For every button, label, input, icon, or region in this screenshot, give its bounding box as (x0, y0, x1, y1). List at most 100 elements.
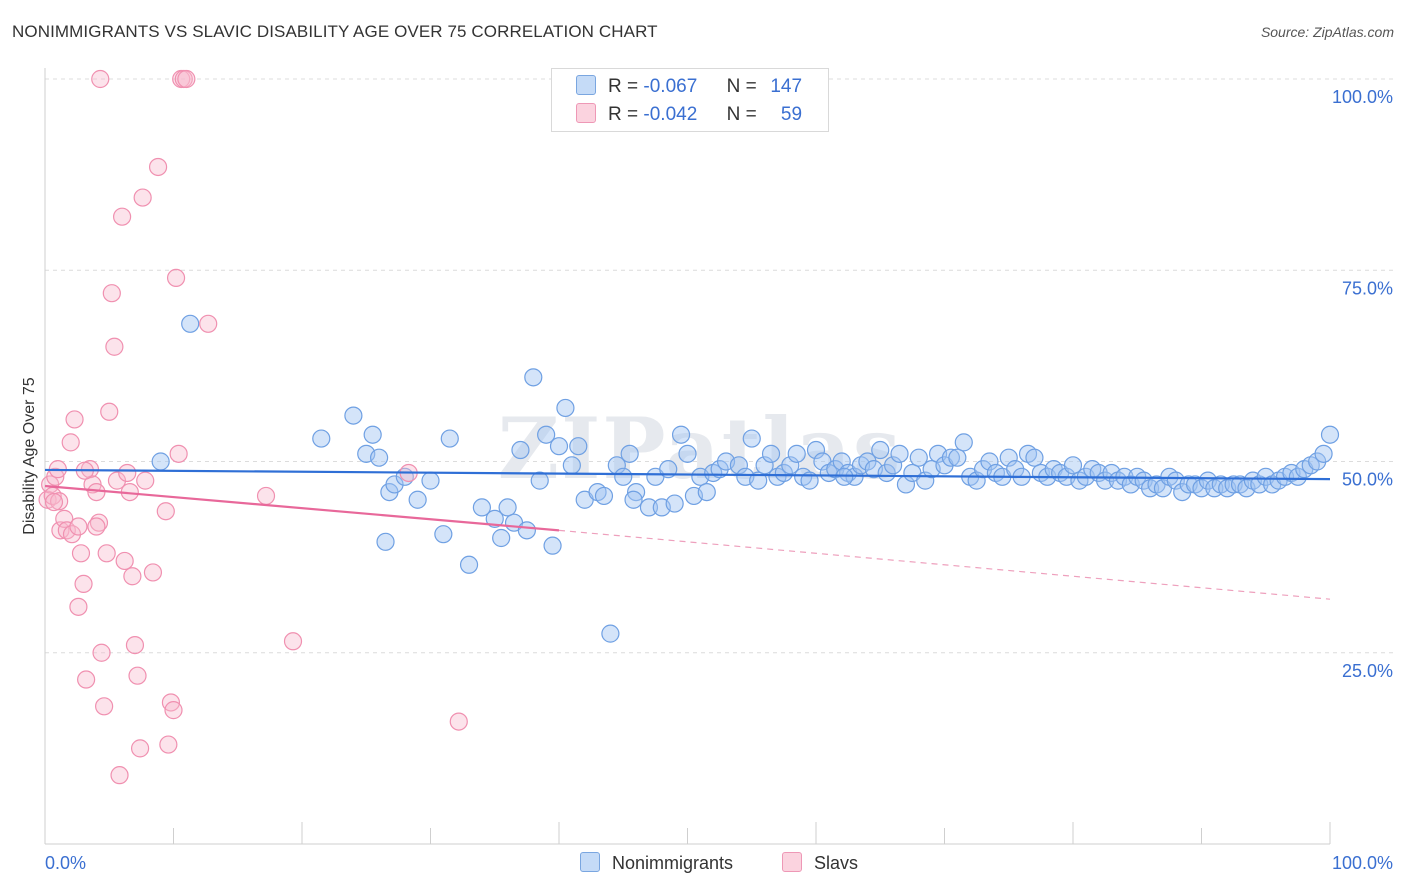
nonimmigrants-point (492, 528, 511, 548)
slavs-point (143, 563, 163, 582)
slavs-point (87, 483, 106, 502)
y-axis-label: Disability Age Over 75 (21, 377, 38, 535)
n-label: N = (726, 104, 757, 125)
r-label: R = (608, 76, 639, 97)
series-nonimmigrants (151, 314, 1340, 643)
slavs-point (449, 712, 468, 731)
nonimmigrants-point (408, 490, 427, 509)
nonimmigrants-point (835, 467, 854, 486)
nonimmigrants-point (524, 368, 543, 387)
slavs-point (115, 551, 134, 571)
slavs-point (112, 207, 132, 226)
nonimmigrants-point (749, 471, 768, 490)
y-tick-label: 50.0% (1342, 470, 1393, 490)
nonimmigrants-point (909, 448, 928, 467)
slavs-point (130, 739, 150, 758)
legend-row-nonimmigrants: R = -0.067 N = 147 (576, 75, 802, 97)
nonimmigrants-point (671, 425, 691, 444)
bottom-legend-label: Nonimmigrants (612, 853, 734, 873)
nonimmigrants-point (665, 494, 684, 513)
slavs-point (164, 701, 183, 720)
nonimmigrants-point (543, 536, 562, 555)
x-tick-label: 0.0% (45, 853, 86, 873)
nonimmigrants-point (871, 440, 890, 460)
slavs-point (71, 544, 91, 563)
nonimmigrants-point (755, 456, 774, 475)
chart-title: NONIMMIGRANTS VS SLAVIC DISABILITY AGE O… (12, 22, 658, 41)
nonimmigrants-point (883, 456, 903, 475)
nonimmigrants-point (948, 448, 967, 467)
slavs-point (118, 463, 137, 483)
nonimmigrants-point (980, 452, 999, 471)
nonimmigrants-point (624, 490, 643, 509)
nonimmigrants-point (1314, 444, 1333, 463)
r-value: -0.042 (643, 104, 698, 125)
slavs-trend-line (44, 484, 560, 532)
nonimmigrants-point (556, 398, 575, 418)
slavs-point (44, 492, 64, 512)
slavs-point (105, 337, 124, 356)
slavs-point (91, 69, 110, 89)
nonimmigrants-point (181, 314, 200, 333)
bottom-legend-label: Slavs (814, 853, 859, 873)
slavs-point (102, 284, 121, 303)
nonimmigrants-point (485, 509, 504, 528)
nonimmigrants-point (601, 624, 620, 643)
n-value: 147 (770, 76, 803, 97)
slavs-point (100, 402, 119, 421)
y-tick-label: 25.0% (1342, 661, 1393, 681)
trend-lines (44, 468, 1331, 600)
legend-swatch-slavs (576, 103, 596, 123)
nonimmigrants-point (890, 444, 909, 463)
slavs-point (128, 666, 147, 685)
slavs-point (77, 670, 96, 689)
slavs-point (148, 157, 168, 177)
nonimmigrants-point (385, 475, 404, 494)
slavs-point (156, 502, 175, 521)
nonimmigrants-point (472, 498, 491, 517)
bottom-swatch-slavs (782, 852, 802, 872)
slavs-point (125, 635, 145, 655)
nonimmigrants-point (1025, 448, 1044, 467)
n-label: N = (726, 76, 757, 97)
slavs-point (110, 766, 129, 785)
nonimmigrants-point (1320, 425, 1340, 444)
nonimmigrants-point (376, 532, 395, 551)
slavs-point (256, 486, 276, 506)
slavs-point (61, 433, 80, 452)
nonimmigrants-point (537, 425, 556, 444)
slavs-point (283, 632, 303, 651)
nonimmigrants-point (151, 452, 170, 471)
stats-legend: R = -0.067 N = 147 R = -0.042 N = 59 (551, 68, 829, 132)
slavs-point (166, 268, 186, 287)
slavs-point (50, 492, 69, 511)
nonimmigrants-point (440, 429, 459, 448)
tick-labels: 25.0% 50.0% 75.0% 100.0% 0.0% 100.0% (45, 87, 1393, 873)
nonimmigrants-point (639, 498, 659, 517)
slavs-point (107, 471, 127, 490)
slavs-point (69, 597, 88, 616)
slavs-point (74, 574, 93, 594)
slavs-point (123, 567, 142, 586)
nonimmigrants-point (421, 471, 440, 490)
nonimmigrants-point (594, 486, 614, 506)
nonimmigrants-point (742, 429, 761, 448)
slavs-point (169, 444, 188, 463)
nonimmigrants-point (549, 437, 569, 456)
nonimmigrants-point (511, 440, 530, 460)
slavs-point (69, 517, 88, 536)
slavs-point (51, 521, 70, 540)
nonimmigrants-point (806, 440, 826, 460)
r-label: R = (608, 104, 639, 125)
grid-lines (45, 78, 1395, 654)
nonimmigrants-point (781, 456, 800, 475)
nonimmigrants-point (344, 406, 363, 425)
nonimmigrants-point (498, 498, 517, 517)
nonimmigrants-point (954, 433, 973, 452)
nonimmigrants-point (614, 467, 633, 486)
slavs-point (133, 188, 152, 207)
slavs-point (55, 509, 74, 528)
nonimmigrants-point (530, 471, 549, 490)
slavs-point (95, 697, 114, 716)
